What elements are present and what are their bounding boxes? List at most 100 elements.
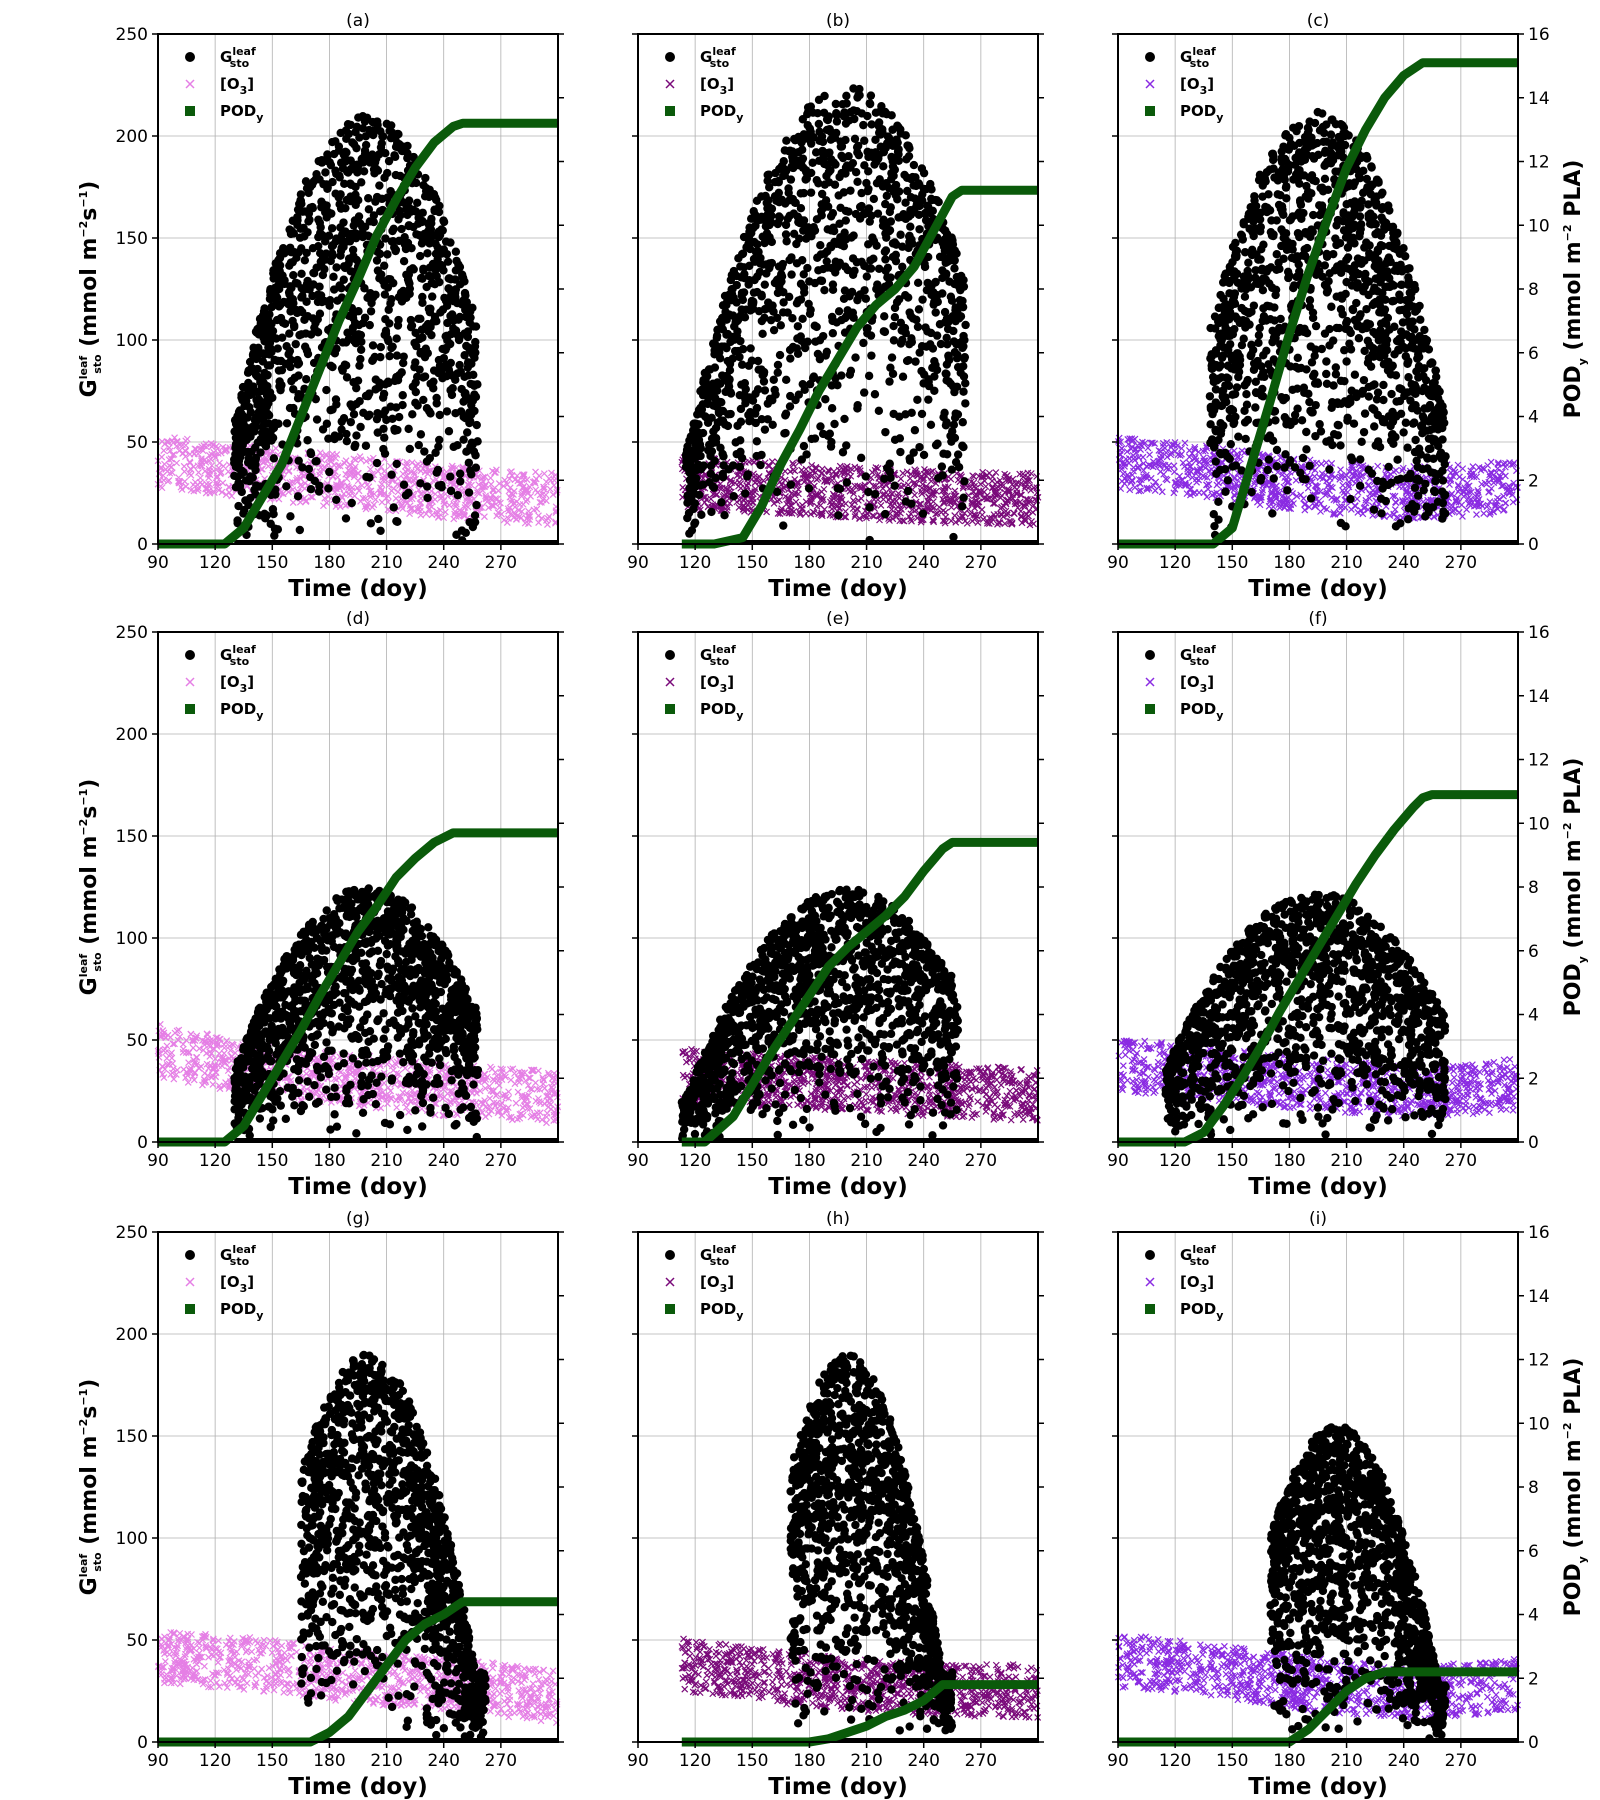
gsto-point [390,151,398,159]
gsto-point [399,391,407,399]
legend-marker-gsto [185,52,195,62]
legend-marker-o3 [186,80,194,88]
gsto-point [857,454,865,462]
gsto-point [905,232,913,240]
y-tick-label-left: 0 [137,535,148,555]
o3-point [488,475,494,481]
gsto-point [440,218,448,226]
gsto-point [899,210,907,218]
gsto-point [342,514,350,522]
gsto-point [365,126,373,134]
gsto-point [829,209,837,217]
gsto-point [251,466,259,474]
gsto-point [808,229,816,237]
gsto-point [303,346,311,354]
gsto-point [814,350,822,358]
gsto-point [820,286,828,294]
gsto-point [329,241,337,249]
gsto-point [325,468,333,476]
gsto-point [785,189,793,197]
gsto-point [875,407,883,415]
gsto-point [316,249,324,257]
gsto-point [404,425,412,433]
x-tick-label: 270 [485,553,517,573]
gsto-point [376,353,384,361]
gsto-point [358,155,366,163]
gsto-point [895,187,903,195]
o3-point [393,495,399,501]
gsto-point [959,418,967,426]
gsto-point [367,299,375,307]
gsto-point [788,147,796,155]
o3-point [528,493,534,499]
gsto-point [896,448,904,456]
x-tick-label: 240 [907,553,939,573]
o3-point [159,454,165,460]
gsto-point [328,178,336,186]
gsto-point [800,340,808,348]
gsto-point [392,334,400,342]
gsto-point [274,525,282,533]
gsto-point [372,375,380,383]
gsto-point [311,457,319,465]
o3-point [442,509,448,515]
gsto-point [381,290,389,298]
y-tick-label-left: 50 [126,433,148,453]
gsto-point [268,302,276,310]
gsto-point [900,171,908,179]
gsto-point [800,288,808,296]
gsto-point [292,340,300,348]
gsto-point [430,205,438,213]
gsto-point [865,503,873,511]
gsto-point [237,416,245,424]
gsto-point [263,371,271,379]
gsto-point [860,161,868,169]
gsto-point [400,257,408,265]
gsto-point [779,288,787,296]
gsto-point [436,411,444,419]
gsto-point [719,301,727,309]
gsto-point [800,442,808,450]
gsto-point [461,289,469,297]
o3-point [793,499,799,505]
gsto-point [303,228,311,236]
gsto-point [464,359,472,367]
gsto-point [289,271,297,279]
legend-marker-pod [185,106,195,116]
gsto-point [860,388,868,396]
gsto-point [255,408,263,416]
gsto-point [351,441,359,449]
gsto-point [942,259,950,267]
gsto-point [865,372,873,380]
gsto-point [940,409,948,417]
gsto-point [443,407,451,415]
series-o3 [1115,435,1520,521]
gsto-point [456,263,464,271]
gsto-point [236,452,244,460]
gsto-point [714,418,722,426]
gsto-point [322,201,330,209]
gsto-point [871,490,879,498]
gsto-point [422,283,430,291]
gsto-point [736,463,744,471]
gsto-point [251,455,259,463]
gsto-point [865,264,873,272]
o3-point [1156,484,1162,490]
gsto-point [883,192,891,200]
gsto-point [384,377,392,385]
gsto-point [827,226,835,234]
gsto-point [818,277,826,285]
gsto-point [426,305,434,313]
gsto-point [427,331,435,339]
gsto-point [258,382,266,390]
gsto-point [341,264,349,272]
gsto-point [961,399,969,407]
gsto-point [842,92,850,100]
gsto-point [685,509,693,517]
gsto-point [438,374,446,382]
gsto-point [294,394,302,402]
gsto-point [352,431,360,439]
gsto-point [756,268,764,276]
gsto-point [717,498,725,506]
legend-label-gsto: Gleaf sto [700,45,736,70]
